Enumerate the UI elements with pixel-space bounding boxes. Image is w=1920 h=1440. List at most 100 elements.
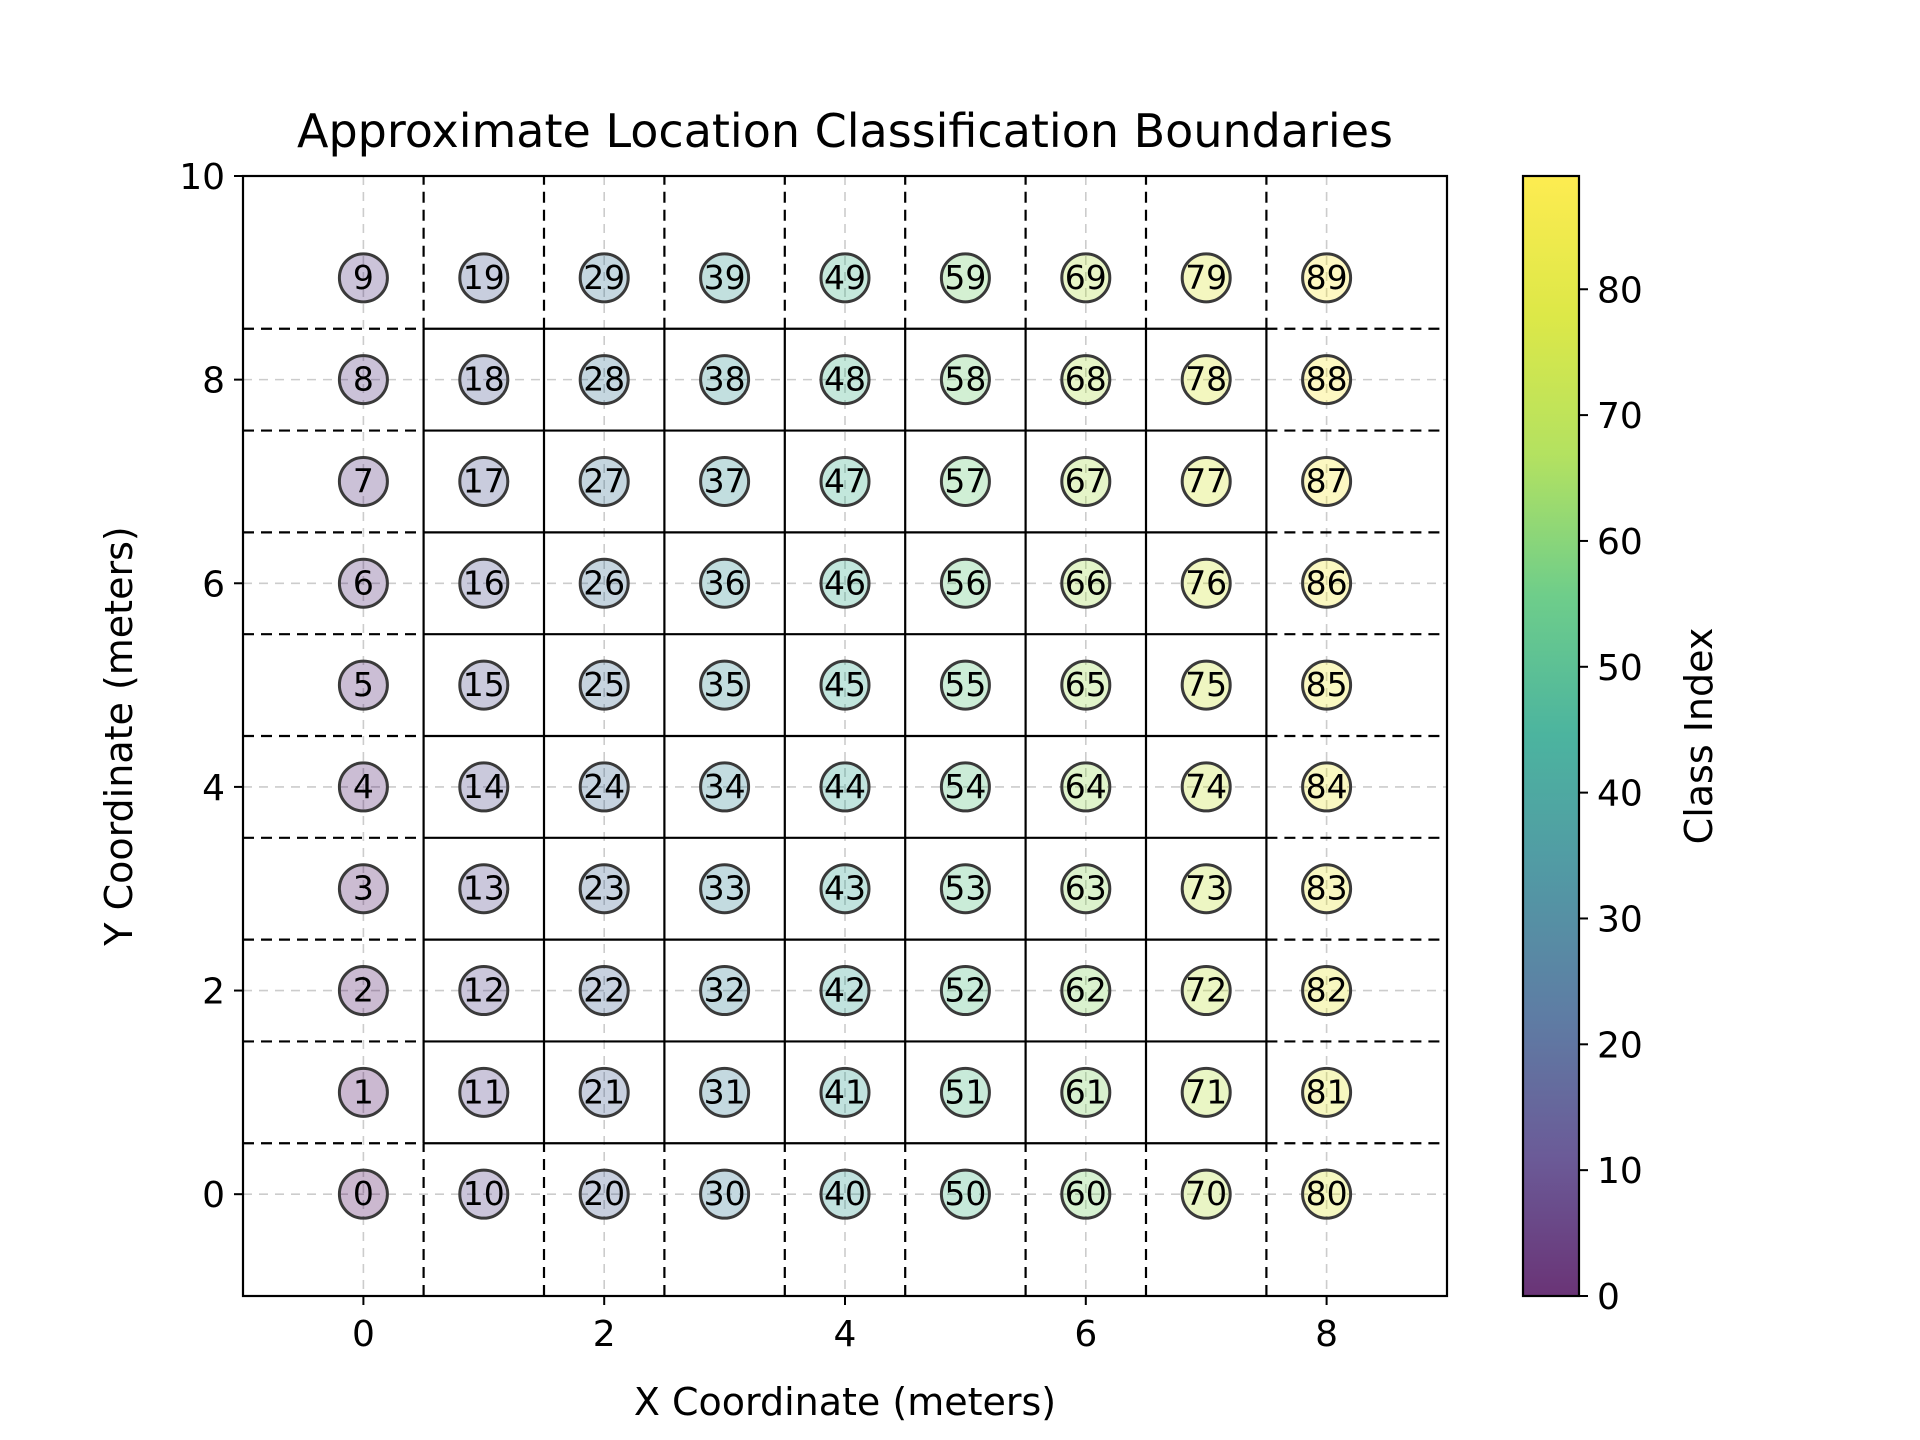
point-label: 41 [824,1072,866,1111]
class-point: 32 [699,965,751,1017]
class-point: 24 [578,761,630,813]
y-tick-label: 4 [202,768,225,809]
class-point: 47 [819,455,871,507]
point-label: 50 [944,1174,986,1213]
point-label: 52 [944,971,986,1010]
colorbar [1521,174,1581,1298]
point-label: 9 [353,258,374,297]
class-point: 18 [458,354,510,406]
colorbar-tick-label: 70 [1597,396,1643,437]
class-point: 89 [1301,252,1353,304]
class-point: 5 [337,659,389,711]
x-tick-label: 8 [1315,1314,1338,1355]
class-point: 19 [458,252,510,304]
point-label: 29 [583,258,625,297]
point-marker [1180,252,1232,304]
class-point: 13 [458,863,510,915]
point-marker [1301,1168,1353,1220]
x-axis-label: X Coordinate (meters) [634,1380,1056,1424]
point-marker [1180,1168,1232,1220]
point-label: 48 [824,360,866,399]
point-marker [939,1066,991,1118]
class-point: 22 [578,965,630,1017]
point-label: 63 [1065,869,1107,908]
y-axis-label: Y Coordinate (meters) [97,526,141,946]
point-label: 75 [1185,665,1227,704]
point-marker [699,455,751,507]
class-point: 43 [819,863,871,915]
point-label: 81 [1306,1072,1348,1111]
point-marker [819,1066,871,1118]
point-label: 15 [463,665,505,704]
class-point: 30 [699,1168,751,1220]
class-point: 51 [939,1066,991,1118]
point-marker [578,1066,630,1118]
class-point: 83 [1301,863,1353,915]
point-marker [578,252,630,304]
class-point: 59 [939,252,991,304]
class-point: 82 [1301,965,1353,1017]
point-marker [1180,354,1232,406]
y-tick-label: 2 [202,972,225,1013]
point-label: 22 [583,971,625,1010]
point-label: 64 [1065,767,1107,806]
class-point: 37 [699,455,751,507]
point-marker [458,761,510,813]
point-marker [337,1066,389,1118]
x-tick-label: 6 [1074,1314,1097,1355]
point-label: 55 [944,665,986,704]
point-marker [939,557,991,609]
point-label: 8 [353,360,374,399]
point-marker [939,455,991,507]
class-point: 14 [458,761,510,813]
point-label: 58 [944,360,986,399]
point-label: 68 [1065,360,1107,399]
point-label: 85 [1306,665,1348,704]
class-point: 26 [578,557,630,609]
point-label: 46 [824,563,866,602]
class-point: 39 [699,252,751,304]
point-marker [1301,557,1353,609]
point-label: 20 [583,1174,625,1213]
class-point: 9 [337,252,389,304]
point-marker [819,761,871,813]
class-point: 49 [819,252,871,304]
point-label: 37 [704,461,746,500]
class-point: 35 [699,659,751,711]
point-marker [458,1066,510,1118]
point-label: 72 [1185,971,1227,1010]
class-point: 33 [699,863,751,915]
class-point: 6 [337,557,389,609]
class-point: 45 [819,659,871,711]
point-marker [819,863,871,915]
point-label: 19 [463,258,505,297]
point-marker [699,1066,751,1118]
class-point: 21 [578,1066,630,1118]
point-label: 12 [463,971,505,1010]
class-point: 25 [578,659,630,711]
colorbar-tick-label: 10 [1597,1151,1643,1192]
y-tick-label: 0 [202,1175,225,1216]
class-point: 31 [699,1066,751,1118]
class-point: 80 [1301,1168,1353,1220]
point-label: 65 [1065,665,1107,704]
class-point: 62 [1060,965,1112,1017]
point-label: 24 [583,767,625,806]
x-tick-label: 0 [352,1314,375,1355]
point-label: 57 [944,461,986,500]
point-marker [1180,863,1232,915]
point-label: 47 [824,461,866,500]
point-marker [819,557,871,609]
class-point: 57 [939,455,991,507]
class-point: 2 [337,965,389,1017]
class-point: 55 [939,659,991,711]
point-marker [458,354,510,406]
point-label: 39 [704,258,746,297]
point-label: 76 [1185,563,1227,602]
class-point: 42 [819,965,871,1017]
point-marker [578,965,630,1017]
point-label: 49 [824,258,866,297]
point-marker [1060,354,1112,406]
x-tick-label: 4 [834,1314,857,1355]
